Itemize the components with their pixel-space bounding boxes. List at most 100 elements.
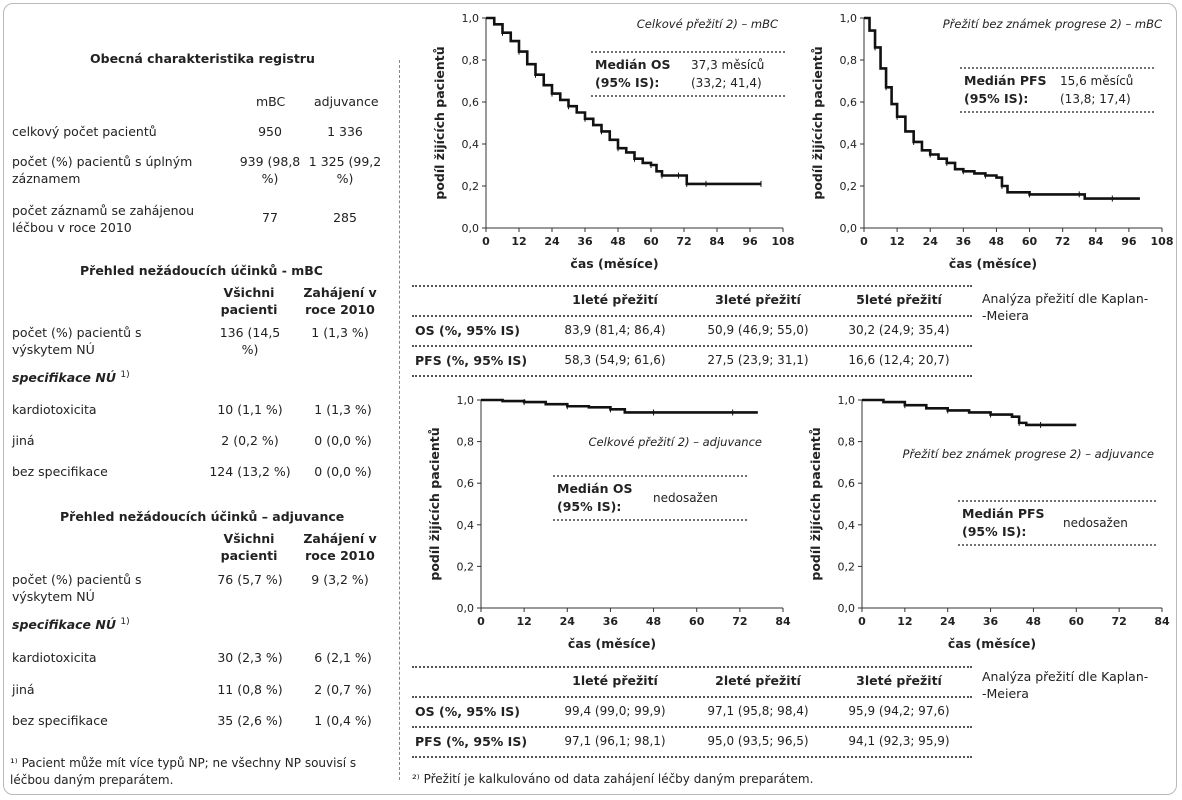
chart-title: Přežití bez známek progrese 2) – adjuvan… bbox=[903, 447, 1154, 461]
x-axis-label: čas (měsíce) bbox=[570, 256, 658, 271]
table-rule bbox=[412, 345, 972, 347]
median-value: (33,2; 41,4) bbox=[691, 76, 762, 90]
registry-row-adj: 1 336 bbox=[327, 124, 363, 139]
x-tick-label: 24 bbox=[923, 235, 939, 248]
figure-frame bbox=[3, 3, 1177, 795]
x-tick-label: 12 bbox=[511, 235, 526, 248]
ae-adj-col-all: Všichni pacienti bbox=[220, 531, 278, 563]
x-tick-label: 60 bbox=[1022, 235, 1038, 248]
ae-adj-row-all: 30 (2,3 %) bbox=[217, 650, 283, 665]
km-mbc-row-label: OS (%, 95% IS) bbox=[415, 323, 520, 338]
km-mbc-cell: 16,6 (12,4; 20,7) bbox=[848, 353, 950, 367]
km-adj-cell: 94,1 (92,3; 95,9) bbox=[848, 734, 950, 748]
km-adj-cell: 95,9 (94,2; 97,6) bbox=[848, 704, 950, 718]
registry-row-mbc: 77 bbox=[262, 210, 278, 225]
y-tick-label: 0,8 bbox=[840, 54, 858, 67]
median-label: (95% IS): bbox=[557, 499, 621, 514]
ae-adj-row-2010: 2 (0,7 %) bbox=[314, 682, 372, 697]
ae-mbc-row-label: jiná bbox=[12, 433, 35, 448]
median-value: (13,8; 17,4) bbox=[1060, 92, 1131, 106]
km-adj-header: 2leté přežití bbox=[715, 673, 801, 688]
y-tick-label: 0,0 bbox=[840, 222, 858, 235]
ae-mbc-patients-label: počet (%) pacientů s výskytem NÚ bbox=[12, 325, 142, 357]
x-tick-label: 60 bbox=[689, 615, 705, 628]
x-tick-label: 36 bbox=[956, 235, 972, 248]
x-tick-label: 0 bbox=[477, 615, 485, 628]
km-mbc-cell: 58,3 (54,9; 61,6) bbox=[564, 353, 666, 367]
x-tick-label: 72 bbox=[732, 615, 747, 628]
km-adj-note: Analýza přežití dle Kaplan--Meiera bbox=[982, 669, 1149, 701]
y-tick-label: 0,2 bbox=[838, 560, 856, 573]
ae-mbc-row-label: kardiotoxicita bbox=[12, 402, 97, 417]
ae-adj-row-all: 11 (0,8 %) bbox=[217, 682, 283, 697]
chart-title: Přežití bez známek progrese 2) – mBC bbox=[943, 17, 1162, 31]
y-tick-label: 0,8 bbox=[457, 436, 475, 449]
km-mbc-header: 1leté přežití bbox=[572, 292, 658, 307]
y-tick-label: 0,6 bbox=[462, 96, 480, 109]
x-tick-label: 48 bbox=[989, 235, 1004, 248]
x-tick-label: 48 bbox=[646, 615, 661, 628]
registry-col-adjuvance: adjuvance bbox=[314, 94, 379, 109]
km-adj-cell: 99,4 (99,0; 99,9) bbox=[564, 704, 666, 718]
x-tick-label: 72 bbox=[676, 235, 691, 248]
footnote-right: ²⁾ Přežití je kalkulováno od data zaháje… bbox=[412, 772, 814, 786]
chart-title: Celkové přežití 2) – mBC bbox=[637, 17, 778, 31]
ae-adj-patients-label: počet (%) pacientů s výskytem NÚ bbox=[12, 572, 142, 604]
median-value: 15,6 měsíců bbox=[1060, 74, 1133, 88]
registry-row-label: celkový počet pacientů bbox=[12, 124, 157, 139]
ae-mbc-col-all: Všichni pacienti bbox=[220, 285, 278, 317]
km-chart-os-mbc: 0,0 0,2 0,4 0,6 0,8 1,0 0 12 24 36 48 60 72 84 96 108 ča… bbox=[432, 12, 794, 271]
median-label: Medián OS bbox=[557, 481, 632, 496]
y-tick-label: 0,2 bbox=[840, 180, 858, 193]
ae-adj-col-2010: Zahájení v roce 2010 bbox=[303, 531, 377, 563]
registry-row-label: počet záznamů se zahájenou léčbou v roce… bbox=[12, 203, 195, 235]
y-tick-label: 0,4 bbox=[462, 138, 480, 151]
x-tick-label: 60 bbox=[1069, 615, 1085, 628]
median-value: nedosažen bbox=[1063, 516, 1128, 530]
y-tick-label: 0,6 bbox=[840, 96, 858, 109]
ae-mbc-row-all: 124 (13,2 %) bbox=[209, 464, 291, 479]
km-mbc-cell: 27,5 (23,9; 31,1) bbox=[707, 353, 809, 367]
footnote-left: ¹⁾ Pacient může mít více typů NP; ne vše… bbox=[10, 756, 357, 787]
ae-mbc-row-all: 2 (0,2 %) bbox=[221, 433, 279, 448]
y-tick-label: 0,0 bbox=[838, 602, 856, 615]
x-tick-label: 84 bbox=[1088, 235, 1104, 248]
survival-curve bbox=[486, 16, 761, 186]
km-mbc-cell: 83,9 (81,4; 86,4) bbox=[564, 323, 666, 337]
km-mbc-header: 5leté přežití bbox=[856, 292, 942, 307]
km-adj-cell: 97,1 (95,8; 98,4) bbox=[707, 704, 809, 718]
y-axis-label: podíl žijících pacientů bbox=[427, 427, 442, 580]
table-rule bbox=[412, 315, 972, 317]
ae-adj-row-label: jiná bbox=[12, 682, 35, 697]
ae-adj-row-all: 35 (2,6 %) bbox=[217, 713, 283, 728]
y-tick-label: 0,4 bbox=[457, 519, 475, 532]
x-tick-label: 0 bbox=[858, 615, 866, 628]
x-tick-label: 0 bbox=[860, 235, 868, 248]
km-adj-cell: 95,0 (93,5; 96,5) bbox=[707, 734, 809, 748]
registry-row-adj: 285 bbox=[333, 210, 357, 225]
ae-adj-row-label: bez specifikace bbox=[12, 713, 108, 728]
x-axis-label: čas (měsíce) bbox=[948, 636, 1036, 651]
ae-adj-patients-2010: 9 (3,2 %) bbox=[311, 572, 369, 587]
x-tick-label: 12 bbox=[889, 235, 904, 248]
y-tick-label: 0,0 bbox=[462, 222, 480, 235]
x-tick-label: 36 bbox=[577, 235, 593, 248]
x-axis-label: čas (měsíce) bbox=[949, 256, 1037, 271]
ae-adj-spec-label: specifikace NÚ 1) bbox=[12, 617, 130, 633]
x-tick-label: 36 bbox=[983, 615, 999, 628]
y-tick-label: 0,0 bbox=[457, 602, 475, 615]
y-axis-label: podíl žijících pacientů bbox=[810, 46, 825, 199]
km-adj-row-label: OS (%, 95% IS) bbox=[415, 704, 520, 719]
x-tick-label: 48 bbox=[1026, 615, 1041, 628]
ae-mbc-title: Přehled nežádoucích účinků - mBC bbox=[80, 263, 323, 278]
table-rule bbox=[412, 756, 972, 758]
median-label: Medián OS bbox=[595, 57, 670, 72]
x-tick-label: 84 bbox=[775, 615, 791, 628]
median-label: Medián PFS bbox=[964, 73, 1047, 88]
y-tick-label: 0,4 bbox=[840, 138, 858, 151]
x-axis-label: čas (měsíce) bbox=[568, 636, 656, 651]
median-label: (95% IS): bbox=[595, 75, 659, 90]
x-tick-label: 96 bbox=[1121, 235, 1137, 248]
x-tick-label: 108 bbox=[772, 235, 795, 248]
median-value: 37,3 měsíců bbox=[691, 58, 764, 72]
